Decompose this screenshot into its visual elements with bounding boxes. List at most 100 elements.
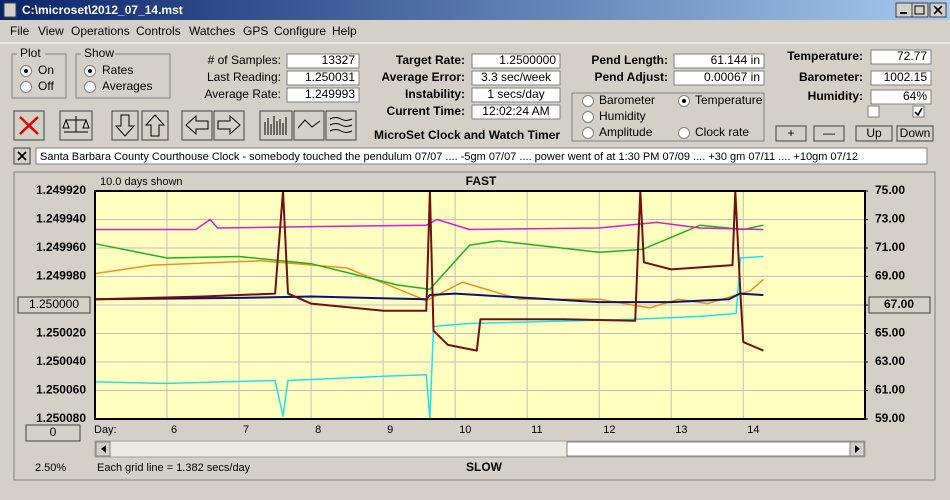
minimize-button[interactable]: [895, 2, 913, 18]
input-box[interactable]: [286, 53, 360, 69]
button[interactable]: [813, 125, 845, 142]
field-value: 64%: [903, 89, 927, 103]
menu-item[interactable]: View: [38, 24, 64, 38]
radio-dot: [682, 99, 686, 103]
y-tick-label: 1.250080: [36, 411, 86, 425]
field-label: Target Rate:: [396, 53, 465, 67]
radio-dot: [88, 69, 92, 73]
slow-label: SLOW: [466, 460, 503, 474]
field-value: 1.2500000: [499, 53, 556, 67]
legend-label: Clock rate: [695, 125, 749, 139]
checkbox[interactable]: [867, 105, 880, 118]
zoom-label: 2.50%: [35, 462, 66, 474]
radio-label: Off: [38, 79, 54, 93]
menu-item[interactable]: Controls: [136, 24, 181, 38]
menu-item[interactable]: Configure: [274, 24, 326, 38]
radio-label: Rates: [102, 63, 133, 77]
grid-note: Each grid line = 1.382 secs/day: [97, 462, 251, 474]
group-title-bg: [81, 48, 115, 60]
radio-label: Averages: [102, 79, 152, 93]
legend-label: Humidity: [599, 109, 646, 123]
y2-tick-label: 69.00: [875, 269, 905, 283]
radio[interactable]: [84, 81, 96, 93]
button[interactable]: [17, 296, 91, 314]
delete-glyph: [19, 116, 39, 135]
y2-tick-label: 65.00: [875, 326, 905, 340]
offset-button[interactable]: [25, 424, 81, 442]
input-box[interactable]: [673, 70, 765, 86]
down-glyph: [114, 114, 136, 137]
y2-tick-label: 59.00: [875, 411, 905, 425]
maximize-button[interactable]: [911, 2, 929, 18]
menu-item[interactable]: File: [10, 24, 30, 38]
scroll-thumb[interactable]: [566, 441, 851, 457]
input-box[interactable]: [471, 53, 561, 69]
notes-box[interactable]: [35, 147, 928, 165]
radio[interactable]: [20, 81, 32, 93]
input-box[interactable]: [286, 70, 360, 86]
x-tick-label: 11: [531, 424, 542, 436]
field-label: Temperature:: [787, 49, 863, 63]
legend-label: Amplitude: [599, 125, 653, 139]
menu-item[interactable]: Help: [332, 24, 357, 38]
field-label: Last Reading:: [207, 70, 281, 84]
radio[interactable]: [582, 95, 594, 107]
y-tick-label: 1.250060: [36, 383, 86, 397]
x-axis-label: Day:: [94, 424, 117, 436]
field-value: 1 secs/day: [487, 87, 544, 101]
input-box[interactable]: [870, 70, 932, 86]
radio[interactable]: [678, 127, 690, 139]
field-value: 1.250031: [305, 70, 355, 84]
line-button[interactable]: [293, 110, 325, 141]
menu-item[interactable]: Watches: [189, 24, 235, 38]
series-line: [94, 190, 764, 352]
y2-tick-label: 61.00: [875, 383, 905, 397]
field-value: 61.144 in: [711, 53, 760, 67]
button-label: Down: [900, 126, 931, 140]
input-box[interactable]: [870, 49, 932, 65]
fast-label: FAST: [466, 174, 497, 188]
y-tick-label: 1.250040: [36, 354, 86, 368]
field-label: Barometer:: [799, 70, 863, 84]
menu-item[interactable]: GPS: [243, 24, 268, 38]
toolbar: [13, 110, 357, 165]
input-box[interactable]: [471, 70, 561, 86]
y-tick-label: 1.250020: [36, 326, 86, 340]
title-bar: [0, 0, 950, 20]
y2-tick-label: 63.00: [875, 354, 905, 368]
x-tick-label: 12: [603, 424, 615, 436]
button[interactable]: [896, 125, 934, 142]
input-box[interactable]: [286, 87, 360, 103]
group-title-bg: [17, 48, 45, 60]
checkbox[interactable]: [912, 105, 925, 118]
right-glyph: [217, 114, 241, 136]
y-tick-label: 1.249920: [36, 183, 86, 197]
down-button[interactable]: [111, 110, 139, 141]
field-value: 72.77: [897, 49, 927, 63]
field-label: Pend Length:: [591, 53, 668, 67]
y2-tick-label: 71.00: [875, 240, 905, 254]
up-glyph: [144, 114, 166, 137]
series-line: [94, 260, 764, 309]
y2-tick-label: 75.00: [875, 183, 905, 197]
input-box[interactable]: [471, 87, 561, 103]
x-tick-label: 7: [243, 424, 249, 436]
menu-item[interactable]: Operations: [71, 24, 130, 38]
y-tick-label: 1.249940: [36, 212, 86, 226]
radio[interactable]: [582, 127, 594, 139]
field-value: 3.3 sec/week: [481, 70, 552, 84]
button[interactable]: [855, 125, 893, 142]
input-box[interactable]: [673, 53, 765, 69]
radio[interactable]: [582, 111, 594, 123]
offset-label: 0: [50, 425, 57, 439]
series-line: [94, 292, 764, 304]
field-label: Average Error:: [381, 70, 465, 84]
button[interactable]: [775, 125, 807, 142]
field-label: Average Rate:: [205, 87, 282, 101]
input-box[interactable]: [870, 89, 932, 105]
input-box[interactable]: [471, 104, 561, 120]
button[interactable]: [868, 296, 931, 314]
x-tick-label: 9: [387, 424, 393, 436]
radio-dot: [24, 69, 28, 73]
